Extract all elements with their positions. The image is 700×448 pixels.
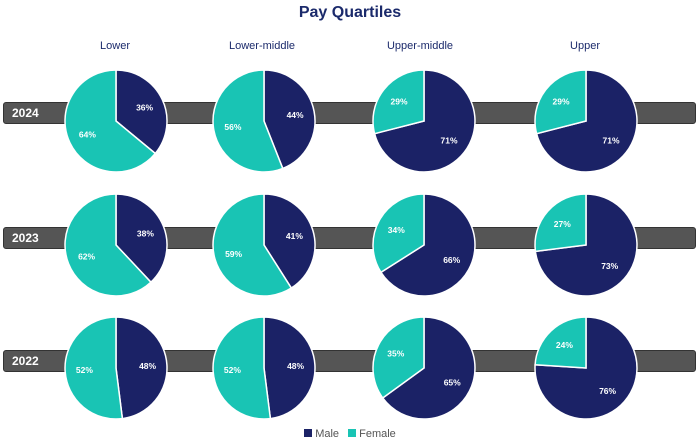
pie-slice-male-2024-upper-middle [373, 69, 476, 173]
data-label-female-2022-lower-middle: 52% [224, 365, 241, 375]
pie-slice-female-2022-upper [534, 316, 587, 369]
data-label-female-2022-upper-middle: 35% [387, 349, 404, 359]
legend-item-male: Male [304, 428, 339, 440]
year-bar-2024: 2024 [3, 102, 696, 124]
quartile-label-upper-middle: Upper-middle [386, 40, 454, 52]
data-label-female-2024-lower-middle: 56% [224, 122, 241, 132]
data-label-female-2023-upper: 27% [554, 219, 571, 229]
pie-slice-female-2023-upper-middle [372, 193, 425, 274]
pie-slice-female-2023-lower [64, 193, 152, 297]
data-label-female-2023-lower: 62% [78, 252, 95, 262]
pie-slice-male-2023-lower [115, 193, 168, 284]
pie-slice-male-2022-lower-middle [263, 316, 316, 420]
quartile-label-lower-middle: Lower-middle [228, 40, 296, 52]
data-label-male-2022-upper-middle: 65% [444, 377, 461, 387]
data-label-female-2024-upper-middle: 29% [390, 97, 407, 107]
year-label-2022: 2022 [12, 354, 39, 368]
pie-slice-male-2022-upper-middle [381, 316, 476, 420]
pie-slice-male-2023-upper-middle [379, 193, 476, 297]
pie-slice-female-2024-lower-middle [212, 69, 284, 173]
year-bar-2022: 2022 [3, 350, 696, 372]
legend-label-female: Female [359, 428, 396, 440]
data-label-male-2024-lower: 36% [136, 103, 153, 113]
pie-slice-female-2024-upper [534, 69, 587, 135]
pie-slice-female-2023-lower-middle [212, 193, 293, 297]
data-label-female-2024-upper: 29% [552, 97, 569, 107]
legend-label-male: Male [315, 428, 340, 440]
data-label-male-2022-lower: 48% [139, 361, 156, 371]
legend: Male Female [0, 428, 700, 440]
pie-slice-female-2022-upper-middle [372, 316, 425, 400]
pie-slice-female-2023-upper [534, 193, 587, 253]
year-label-2024: 2024 [12, 106, 39, 120]
data-label-female-2022-upper: 24% [556, 340, 573, 350]
pie-slice-male-2024-upper [535, 69, 638, 173]
data-label-male-2023-lower-middle: 41% [286, 231, 303, 241]
year-label-2023: 2023 [12, 231, 39, 245]
pie-slice-female-2022-lower-middle [212, 316, 272, 420]
male-swatch [304, 429, 313, 437]
pie-slice-female-2024-upper-middle [372, 69, 425, 135]
chart-title: Pay Quartiles [298, 4, 402, 21]
pie-slice-male-2024-lower [115, 69, 168, 155]
data-label-female-2022-lower: 52% [76, 365, 93, 375]
legend-item-female: Female [348, 428, 396, 440]
quartile-label-lower: Lower [100, 40, 130, 52]
pie-slice-female-2022-lower [64, 316, 124, 420]
quartile-label-upper: Upper [570, 40, 600, 52]
data-label-male-2024-upper-middle: 71% [440, 135, 457, 145]
female-swatch [348, 429, 357, 437]
pie-slice-male-2024-lower-middle [263, 69, 316, 170]
data-label-male-2022-lower-middle: 48% [287, 361, 304, 371]
pie-slice-female-2024-lower [64, 69, 157, 173]
data-label-male-2023-upper: 73% [601, 261, 618, 271]
data-label-female-2023-lower-middle: 59% [225, 249, 242, 259]
data-label-male-2023-upper-middle: 66% [443, 255, 460, 265]
data-label-male-2023-lower: 38% [137, 228, 154, 238]
year-bar-2023: 2023 [3, 227, 696, 249]
data-label-female-2024-lower: 64% [79, 130, 96, 140]
data-label-female-2023-upper-middle: 34% [388, 225, 405, 235]
pie-slice-male-2022-lower [115, 316, 168, 420]
data-label-male-2024-lower-middle: 44% [287, 110, 304, 120]
data-label-male-2024-upper: 71% [602, 135, 619, 145]
data-label-male-2022-upper: 76% [599, 386, 616, 396]
